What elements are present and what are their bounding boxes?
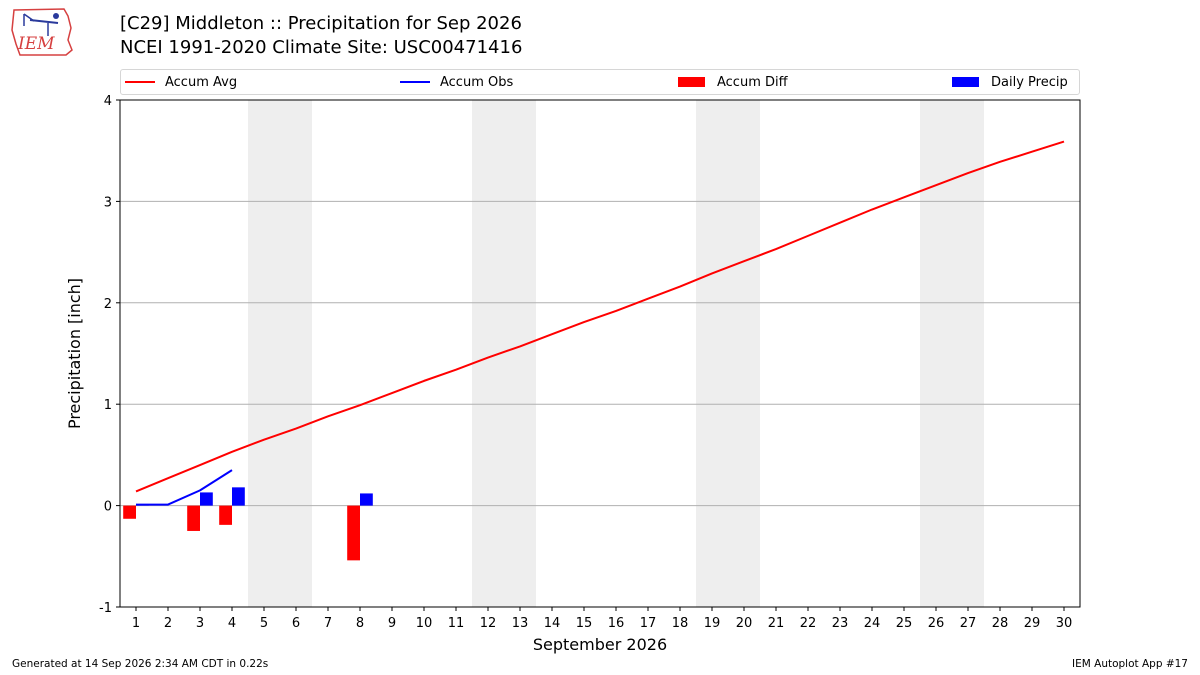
accum-diff-bar-8 [347,505,360,561]
x-tick-label: 26 [928,616,945,631]
weekend-shade-1 [472,100,536,607]
chart-subtitle: NCEI 1991-2020 Climate Site: USC00471416 [120,37,523,58]
accum-obs-line [136,469,233,506]
x-tick-label: 6 [292,616,300,631]
daily-precip-bar-8 [360,493,373,506]
legend-label-accum-obs: Accum Obs [440,74,514,90]
legend-item-accum-obs: Accum Obs [400,70,513,94]
x-tick-label: 16 [608,616,625,631]
x-tick-label: 22 [800,616,817,631]
x-tick-label: 18 [672,616,689,631]
logo-text: IEM [17,34,55,54]
daily-precip-bar-4 [232,487,245,506]
x-tick-label: 28 [992,616,1009,631]
x-tick-label: 24 [864,616,881,631]
x-tick-label: 13 [512,616,529,631]
y-tick-label: -1 [99,601,112,616]
x-tick-label: 5 [260,616,268,631]
accum-diff-bar-4 [219,505,232,525]
weekend-shade-3 [920,100,984,607]
legend-swatch-accum-diff [678,77,705,87]
x-axis-label: September 2026 [533,635,667,654]
x-tick-label: 17 [640,616,657,631]
legend-label-accum-diff: Accum Diff [717,74,788,90]
generated-note: Generated at 14 Sep 2026 2:34 AM CDT in … [12,658,269,670]
daily-precip-bar-3 [200,492,213,506]
x-tick-label: 9 [388,616,396,631]
y-tick-label: 4 [104,94,112,109]
x-tick-label: 11 [448,616,465,631]
x-tick-label: 25 [896,616,913,631]
y-tick-label: 3 [104,195,112,210]
x-tick-label: 4 [228,616,236,631]
x-tick-label: 29 [1024,616,1041,631]
legend-item-accum-avg: Accum Avg [125,70,237,94]
accum-diff-bar-3 [187,505,200,531]
x-tick-label: 14 [544,616,561,631]
x-tick-label: 23 [832,616,849,631]
weekend-shade-2 [696,100,760,607]
x-tick-label: 1 [132,616,140,631]
x-tick-label: 2 [164,616,172,631]
chart-title: [C29] Middleton :: Precipitation for Sep… [120,13,522,34]
legend-item-accum-diff: Accum Diff [678,70,788,94]
x-tick-label: 10 [416,616,433,631]
legend-swatch-accum-obs [400,81,430,83]
chart-legend: Accum Avg Accum Obs Accum Diff Daily Pre… [120,69,1080,95]
plot-frame [119,99,1081,608]
y-tick-label: 0 [104,500,112,515]
y-axis-label: Precipitation [inch] [65,278,84,429]
x-tick-label: 30 [1056,616,1073,631]
x-tick-label: 7 [324,616,332,631]
accum-avg-line [135,140,1065,493]
legend-item-daily-precip: Daily Precip [952,70,1068,94]
legend-swatch-accum-avg [125,81,155,83]
app-note: IEM Autoplot App #17 [1072,658,1188,670]
weekend-shade-0 [248,100,312,607]
legend-label-accum-avg: Accum Avg [165,74,238,90]
y-tick-label: 1 [104,398,112,413]
y-tick-label: 2 [104,297,112,312]
x-tick-label: 12 [480,616,497,631]
x-tick-label: 21 [768,616,785,631]
x-tick-label: 19 [704,616,721,631]
x-tick-label: 15 [576,616,593,631]
legend-swatch-daily-precip [952,77,979,87]
x-tick-label: 27 [960,616,977,631]
x-tick-label: 20 [736,616,753,631]
legend-label-daily-precip: Daily Precip [991,74,1068,90]
x-tick-label: 3 [196,616,204,631]
iem-logo: IEM [11,8,73,56]
x-tick-label: 8 [356,616,364,631]
accum-diff-bar-1 [123,505,136,519]
